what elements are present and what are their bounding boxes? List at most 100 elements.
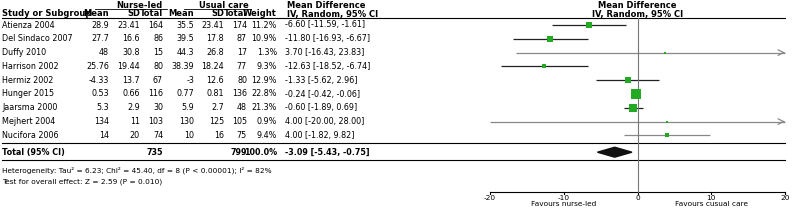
Text: Mejhert 2004: Mejhert 2004 xyxy=(2,117,55,126)
Text: Mean: Mean xyxy=(83,10,109,18)
Text: Atienza 2004: Atienza 2004 xyxy=(2,21,54,29)
Text: 5.9: 5.9 xyxy=(182,103,194,112)
Text: 0.81: 0.81 xyxy=(206,89,224,99)
Text: 25.76: 25.76 xyxy=(86,62,109,71)
Text: -0.24 [-0.42, -0.06]: -0.24 [-0.42, -0.06] xyxy=(285,89,360,99)
Text: Favours nurse-led: Favours nurse-led xyxy=(531,201,596,207)
Text: Nurse-led: Nurse-led xyxy=(116,0,162,10)
Text: 87: 87 xyxy=(237,34,247,43)
Text: 116: 116 xyxy=(148,89,163,99)
Text: 799: 799 xyxy=(230,148,247,157)
Text: 174: 174 xyxy=(232,21,247,29)
Text: 9.3%: 9.3% xyxy=(257,62,277,71)
Text: Harrison 2002: Harrison 2002 xyxy=(2,62,58,71)
Text: 4.00 [-20.00, 28.00]: 4.00 [-20.00, 28.00] xyxy=(285,117,364,126)
Text: 2.7: 2.7 xyxy=(211,103,224,112)
Text: 136: 136 xyxy=(232,89,247,99)
Text: 3.70 [-16.43, 23.83]: 3.70 [-16.43, 23.83] xyxy=(285,48,364,57)
Text: 17: 17 xyxy=(237,48,247,57)
Text: 1.3%: 1.3% xyxy=(257,48,277,57)
Text: 15: 15 xyxy=(153,48,163,57)
Text: Jaarsma 2000: Jaarsma 2000 xyxy=(2,103,58,112)
Text: 17.8: 17.8 xyxy=(206,34,224,43)
Text: IV, Random, 95% CI: IV, Random, 95% CI xyxy=(592,10,683,18)
Text: 35.5: 35.5 xyxy=(176,21,194,29)
Text: Del Sindaco 2007: Del Sindaco 2007 xyxy=(2,34,73,43)
Text: 21.3%: 21.3% xyxy=(252,103,277,112)
Text: 26.8: 26.8 xyxy=(206,48,224,57)
Text: 125: 125 xyxy=(209,117,224,126)
Text: 48: 48 xyxy=(237,103,247,112)
Text: 164: 164 xyxy=(148,21,163,29)
Text: 19.44: 19.44 xyxy=(118,62,140,71)
Text: -11.80 [-16.93, -6.67]: -11.80 [-16.93, -6.67] xyxy=(285,34,370,43)
Text: 75: 75 xyxy=(237,131,247,140)
Text: 20: 20 xyxy=(130,131,140,140)
Text: Mean Difference: Mean Difference xyxy=(598,0,677,10)
Text: 12.6: 12.6 xyxy=(206,76,224,85)
Text: 22.8%: 22.8% xyxy=(251,89,277,99)
Text: 0.66: 0.66 xyxy=(122,89,140,99)
Text: 11: 11 xyxy=(130,117,140,126)
Text: 77: 77 xyxy=(237,62,247,71)
Text: 28.9: 28.9 xyxy=(91,21,109,29)
Text: 20: 20 xyxy=(780,195,790,201)
Text: -6.60 [-11.59, -1.61]: -6.60 [-11.59, -1.61] xyxy=(285,21,365,29)
Text: 10.9%: 10.9% xyxy=(252,34,277,43)
Text: Usual care: Usual care xyxy=(198,0,248,10)
Text: 10: 10 xyxy=(706,195,716,201)
Text: 130: 130 xyxy=(179,117,194,126)
Text: 12.9%: 12.9% xyxy=(251,76,277,85)
Text: Weight: Weight xyxy=(243,10,277,18)
Text: Mean Difference: Mean Difference xyxy=(287,0,366,10)
Text: -4.33: -4.33 xyxy=(89,76,109,85)
Text: 23.41: 23.41 xyxy=(202,21,224,29)
Text: 0.77: 0.77 xyxy=(176,89,194,99)
Text: SD: SD xyxy=(211,10,224,18)
Text: 0: 0 xyxy=(635,195,640,201)
Text: 103: 103 xyxy=(148,117,163,126)
Text: 80: 80 xyxy=(237,76,247,85)
Text: -1.33 [-5.62, 2.96]: -1.33 [-5.62, 2.96] xyxy=(285,76,358,85)
Text: 48: 48 xyxy=(99,48,109,57)
Polygon shape xyxy=(598,147,632,157)
Text: Study or Subgroup: Study or Subgroup xyxy=(2,10,91,18)
Text: -12.63 [-18.52, -6.74]: -12.63 [-18.52, -6.74] xyxy=(285,62,370,71)
Text: 44.3: 44.3 xyxy=(177,48,194,57)
Text: 67: 67 xyxy=(153,76,163,85)
Text: 80: 80 xyxy=(153,62,163,71)
Text: 0.9%: 0.9% xyxy=(257,117,277,126)
Text: Hermiz 2002: Hermiz 2002 xyxy=(2,76,54,85)
Text: IV, Random, 95% CI: IV, Random, 95% CI xyxy=(287,10,378,18)
Text: 30: 30 xyxy=(153,103,163,112)
Text: -0.60 [-1.89, 0.69]: -0.60 [-1.89, 0.69] xyxy=(285,103,358,112)
Text: 74: 74 xyxy=(153,131,163,140)
Text: 38.39: 38.39 xyxy=(171,62,194,71)
Text: Total: Total xyxy=(224,10,247,18)
Text: 16: 16 xyxy=(214,131,224,140)
Text: 16.6: 16.6 xyxy=(122,34,140,43)
Text: Total: Total xyxy=(140,10,163,18)
Text: -3.09 [-5.43, -0.75]: -3.09 [-5.43, -0.75] xyxy=(285,148,370,157)
Text: 39.5: 39.5 xyxy=(176,34,194,43)
Text: 13.7: 13.7 xyxy=(122,76,140,85)
Text: 2.9: 2.9 xyxy=(127,103,140,112)
Text: 18.24: 18.24 xyxy=(202,62,224,71)
Text: Total (95% CI): Total (95% CI) xyxy=(2,148,65,157)
Text: Heterogeneity: Tau² = 6.23; Chi² = 45.40, df = 8 (P < 0.00001); I² = 82%: Heterogeneity: Tau² = 6.23; Chi² = 45.40… xyxy=(2,167,272,174)
Text: 100.0%: 100.0% xyxy=(244,148,277,157)
Text: Hunger 2015: Hunger 2015 xyxy=(2,89,54,99)
Text: Nucifora 2006: Nucifora 2006 xyxy=(2,131,58,140)
Text: 105: 105 xyxy=(232,117,247,126)
Text: 10: 10 xyxy=(184,131,194,140)
Text: SD: SD xyxy=(127,10,140,18)
Text: 14: 14 xyxy=(99,131,109,140)
Text: -20: -20 xyxy=(484,195,496,201)
Text: 86: 86 xyxy=(153,34,163,43)
Text: -3: -3 xyxy=(186,76,194,85)
Text: 27.7: 27.7 xyxy=(91,34,109,43)
Text: 23.41: 23.41 xyxy=(118,21,140,29)
Text: 11.2%: 11.2% xyxy=(252,21,277,29)
Text: Favours cusual care: Favours cusual care xyxy=(674,201,748,207)
Text: 134: 134 xyxy=(94,117,109,126)
